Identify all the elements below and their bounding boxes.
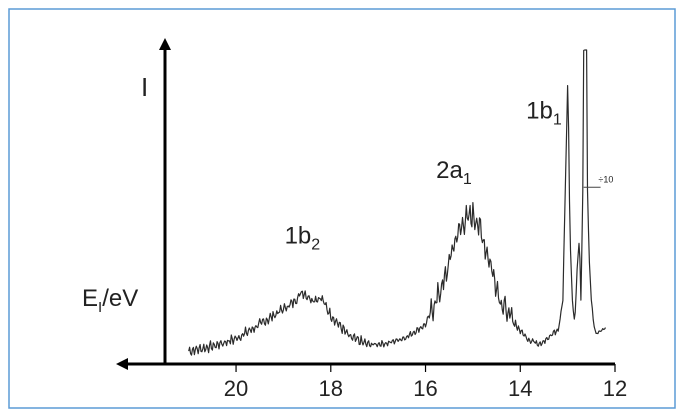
- annotation-scale: ÷10: [598, 175, 613, 185]
- annotation-main: 1b: [526, 98, 553, 125]
- x-axis-label: EI/eV: [82, 285, 138, 316]
- annotation-subscript: 1: [553, 112, 562, 129]
- annotation-subscript: 1: [463, 171, 472, 188]
- series-line: [188, 49, 607, 356]
- x-tick-label: 12: [603, 376, 627, 401]
- x-tick-label: 14: [508, 376, 532, 401]
- x-tick-label: 20: [224, 376, 248, 401]
- x-tick-label: 16: [413, 376, 437, 401]
- annotation-main: 2a: [436, 157, 463, 184]
- annotation-subscript: 2: [311, 236, 320, 253]
- y-axis-label: I: [141, 72, 148, 102]
- annotation-2a1: 2a1: [436, 157, 472, 188]
- annotation-1b1: 1b1: [526, 98, 562, 129]
- x-tick-label: 18: [319, 376, 343, 401]
- annotation-main: ÷10: [598, 175, 613, 185]
- x-axis-ticks: 20 18 16 14 12: [224, 364, 627, 401]
- annotation-1b2: 1b2: [285, 222, 321, 253]
- annotation-main: 1b: [285, 222, 312, 249]
